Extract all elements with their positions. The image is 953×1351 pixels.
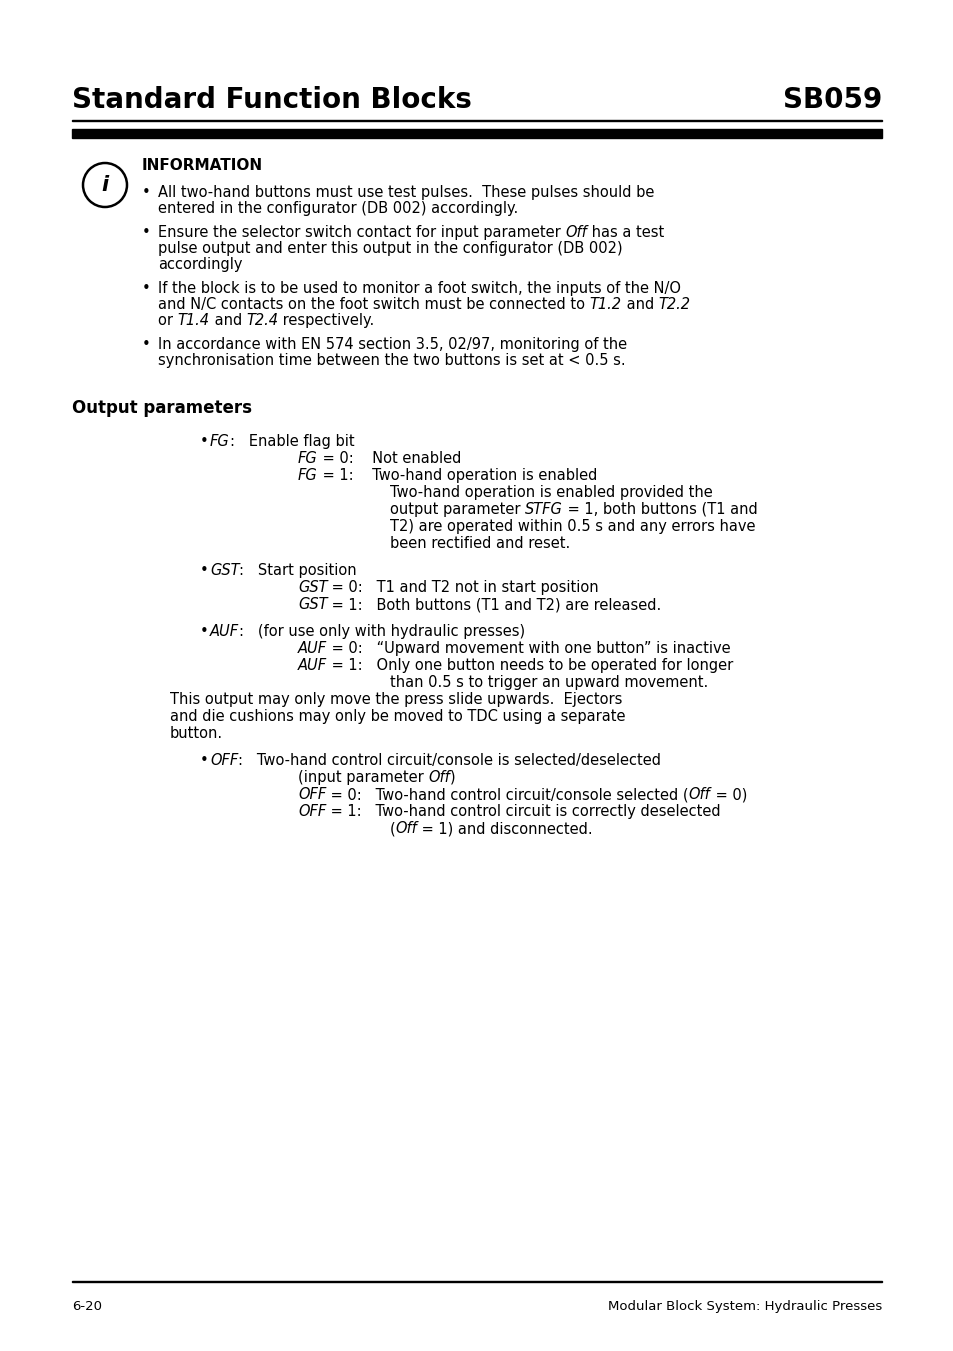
Text: pulse output and enter this output in the configurator (DB 002): pulse output and enter this output in th… [158,240,622,255]
Text: :   Two-hand control circuit/console is selected/deselected: : Two-hand control circuit/console is se… [238,753,660,767]
Text: = 0:    Not enabled: = 0: Not enabled [317,451,460,466]
Text: = 1:   Only one button needs to be operated for longer: = 1: Only one button needs to be operate… [327,658,733,673]
Text: output parameter: output parameter [390,503,524,517]
Text: = 0:   “Upward movement with one button” is inactive: = 0: “Upward movement with one button” i… [327,640,730,657]
Text: than 0.5 s to trigger an upward movement.: than 0.5 s to trigger an upward movement… [390,676,707,690]
Text: T1.4: T1.4 [177,313,210,328]
Text: GST: GST [297,597,327,612]
Text: INFORMATION: INFORMATION [142,158,263,173]
Text: Off: Off [688,788,710,802]
Text: ): ) [450,770,456,785]
Text: All two-hand buttons must use test pulses.  These pulses should be: All two-hand buttons must use test pulse… [158,185,654,200]
Text: :   Start position: : Start position [239,563,356,578]
Text: •: • [142,336,151,353]
Text: i: i [101,176,109,195]
Text: = 1) and disconnected.: = 1) and disconnected. [417,821,593,836]
Text: FG: FG [210,434,230,449]
Text: •: • [142,281,151,296]
Text: been rectified and reset.: been rectified and reset. [390,536,570,551]
Text: FG: FG [297,451,317,466]
Text: 6-20: 6-20 [71,1300,102,1313]
Text: and: and [621,297,658,312]
Text: If the block is to be used to monitor a foot switch, the inputs of the N/O: If the block is to be used to monitor a … [158,281,680,296]
Text: •: • [200,563,213,578]
Text: synchronisation time between the two buttons is set at < 0.5 s.: synchronisation time between the two but… [158,353,625,367]
Text: •: • [200,434,213,449]
Text: Standard Function Blocks: Standard Function Blocks [71,86,472,113]
Text: and N/C contacts on the foot switch must be connected to: and N/C contacts on the foot switch must… [158,297,589,312]
Text: Modular Block System: Hydraulic Presses: Modular Block System: Hydraulic Presses [607,1300,882,1313]
Bar [71,128,882,138]
Text: and die cushions may only be moved to TDC using a separate: and die cushions may only be moved to TD… [170,709,625,724]
Text: OFF: OFF [297,804,326,819]
Text: AUF: AUF [297,640,327,657]
Text: In accordance with EN 574 section 3.5, 02/97, monitoring of the: In accordance with EN 574 section 3.5, 0… [158,336,626,353]
Text: OFF: OFF [210,753,238,767]
Text: •: • [142,185,151,200]
Text: T1.2: T1.2 [589,297,621,312]
Text: accordingly: accordingly [158,257,242,272]
Text: FG: FG [297,467,317,484]
Text: :   Enable flag bit: : Enable flag bit [230,434,354,449]
Text: button.: button. [170,725,223,740]
Text: entered in the configurator (DB 002) accordingly.: entered in the configurator (DB 002) acc… [158,201,517,216]
Text: GST: GST [210,563,239,578]
Text: Output parameters: Output parameters [71,399,252,417]
Text: GST: GST [297,580,327,594]
Text: = 0:   Two-hand control circuit/console selected (: = 0: Two-hand control circuit/console se… [326,788,688,802]
Text: and: and [210,313,246,328]
Text: •: • [200,624,213,639]
Text: T2.2: T2.2 [658,297,690,312]
Text: T2) are operated within 0.5 s and any errors have: T2) are operated within 0.5 s and any er… [390,519,755,534]
Text: = 1:    Two-hand operation is enabled: = 1: Two-hand operation is enabled [317,467,597,484]
Text: = 1:   Two-hand control circuit is correctly deselected: = 1: Two-hand control circuit is correct… [326,804,720,819]
Text: OFF: OFF [297,788,326,802]
Text: This output may only move the press slide upwards.  Ejectors: This output may only move the press slid… [170,692,621,707]
Text: (: ( [390,821,395,836]
Text: has a test: has a test [586,226,663,240]
Text: Off: Off [395,821,417,836]
Text: STFG: STFG [524,503,562,517]
Text: Two-hand operation is enabled provided the: Two-hand operation is enabled provided t… [390,485,712,500]
Text: or: or [158,313,177,328]
Text: = 1, both buttons (T1 and: = 1, both buttons (T1 and [562,503,757,517]
Text: Off: Off [428,770,450,785]
Text: (input parameter: (input parameter [297,770,428,785]
Text: SB059: SB059 [781,86,882,113]
Text: = 0:   T1 and T2 not in start position: = 0: T1 and T2 not in start position [327,580,598,594]
Text: Off: Off [565,226,586,240]
Text: AUF: AUF [297,658,327,673]
Text: AUF: AUF [210,624,239,639]
Text: = 0): = 0) [710,788,746,802]
Text: •: • [142,226,151,240]
Bar [71,119,882,122]
Text: = 1:   Both buttons (T1 and T2) are released.: = 1: Both buttons (T1 and T2) are releas… [327,597,661,612]
Text: T2.4: T2.4 [246,313,278,328]
Text: :   (for use only with hydraulic presses): : (for use only with hydraulic presses) [239,624,525,639]
Text: Ensure the selector switch contact for input parameter: Ensure the selector switch contact for i… [158,226,565,240]
Text: respectively.: respectively. [278,313,375,328]
Text: •: • [200,753,213,767]
